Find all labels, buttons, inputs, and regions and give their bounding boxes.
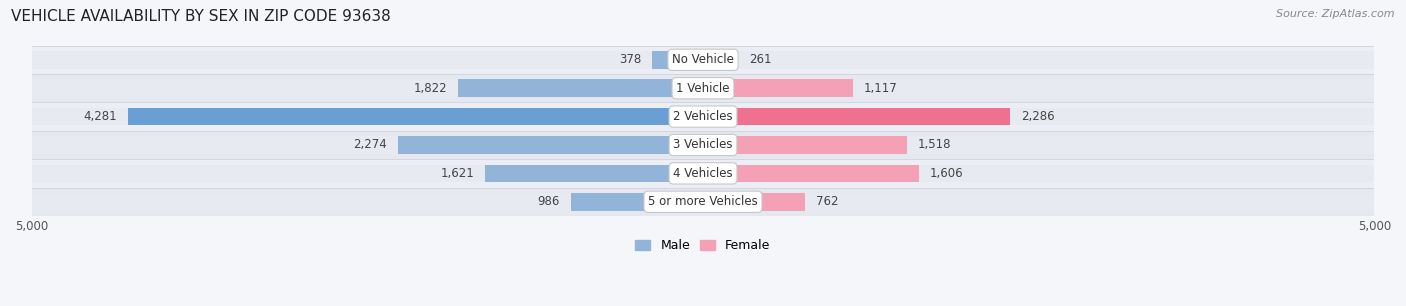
Bar bbox=[703, 193, 806, 211]
Bar bbox=[31, 136, 703, 154]
Bar bbox=[31, 79, 703, 97]
Bar bbox=[703, 108, 1010, 125]
Bar bbox=[31, 159, 1375, 188]
Text: 1,518: 1,518 bbox=[918, 139, 950, 151]
Legend: Male, Female: Male, Female bbox=[630, 234, 776, 257]
Bar bbox=[703, 79, 853, 97]
Bar bbox=[703, 51, 738, 69]
Text: 1 Vehicle: 1 Vehicle bbox=[676, 82, 730, 95]
Bar bbox=[652, 51, 703, 69]
Text: VEHICLE AVAILABILITY BY SEX IN ZIP CODE 93638: VEHICLE AVAILABILITY BY SEX IN ZIP CODE … bbox=[11, 9, 391, 24]
Bar bbox=[703, 165, 918, 182]
Text: 2,286: 2,286 bbox=[1021, 110, 1054, 123]
Text: 4 Vehicles: 4 Vehicles bbox=[673, 167, 733, 180]
Text: 986: 986 bbox=[537, 195, 560, 208]
Bar bbox=[31, 165, 703, 182]
Bar bbox=[703, 51, 1375, 69]
Bar bbox=[128, 108, 703, 125]
Text: 1,117: 1,117 bbox=[863, 82, 897, 95]
Bar bbox=[31, 51, 703, 69]
Text: 2 Vehicles: 2 Vehicles bbox=[673, 110, 733, 123]
Text: 1,822: 1,822 bbox=[413, 82, 447, 95]
Bar bbox=[703, 136, 1375, 154]
Bar bbox=[703, 165, 1375, 182]
Bar bbox=[31, 103, 1375, 131]
Text: No Vehicle: No Vehicle bbox=[672, 53, 734, 66]
Text: 4,281: 4,281 bbox=[84, 110, 118, 123]
Bar bbox=[31, 74, 1375, 103]
Bar bbox=[398, 136, 703, 154]
Text: 378: 378 bbox=[619, 53, 641, 66]
Text: 261: 261 bbox=[749, 53, 772, 66]
Text: 5 or more Vehicles: 5 or more Vehicles bbox=[648, 195, 758, 208]
Bar bbox=[485, 165, 703, 182]
Text: 3 Vehicles: 3 Vehicles bbox=[673, 139, 733, 151]
Bar bbox=[31, 108, 703, 125]
Text: 1,621: 1,621 bbox=[441, 167, 475, 180]
Bar bbox=[31, 46, 1375, 74]
Bar bbox=[31, 131, 1375, 159]
Bar bbox=[458, 79, 703, 97]
Bar bbox=[571, 193, 703, 211]
Text: 1,606: 1,606 bbox=[929, 167, 963, 180]
Bar bbox=[31, 193, 703, 211]
Text: 762: 762 bbox=[815, 195, 838, 208]
Bar bbox=[703, 108, 1375, 125]
Bar bbox=[703, 136, 907, 154]
Bar bbox=[703, 193, 1375, 211]
Bar bbox=[31, 188, 1375, 216]
Bar bbox=[703, 79, 1375, 97]
Text: 2,274: 2,274 bbox=[353, 139, 387, 151]
Text: Source: ZipAtlas.com: Source: ZipAtlas.com bbox=[1277, 9, 1395, 19]
